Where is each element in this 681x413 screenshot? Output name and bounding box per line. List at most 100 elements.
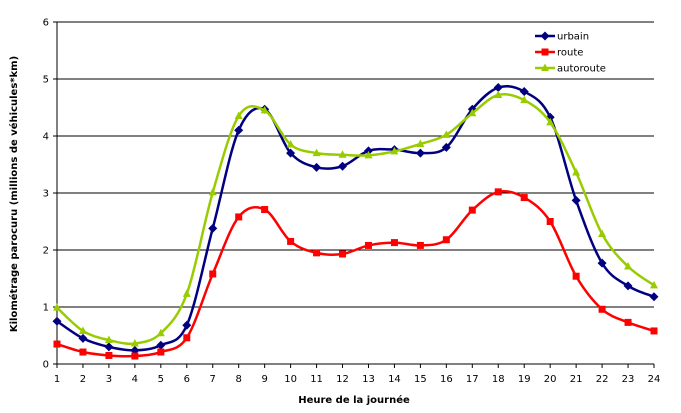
data-point-urbain [597,258,607,268]
x-tick-label: 8 [236,374,242,385]
data-point-route [650,327,658,335]
data-point-autoroute [182,289,191,297]
data-point-route [572,272,580,280]
y-tick-label: 3 [43,189,49,200]
data-point-route [157,348,165,356]
x-tick-label: 18 [492,374,505,385]
data-point-route [339,250,347,258]
data-point-autoroute [546,117,555,126]
data-point-route [287,237,295,245]
y-tick-label: 6 [43,18,49,29]
data-point-route [105,351,113,359]
data-point-urbain [493,83,503,93]
data-point-autoroute [468,108,477,117]
series-route [53,188,658,360]
data-point-urbain [156,340,166,350]
axes [53,21,655,368]
x-tick-label: 20 [544,374,557,385]
x-tick-label: 23 [622,374,635,385]
x-tick-label: 5 [158,374,164,385]
x-tick-label: 13 [362,374,375,385]
legend-marker-autoroute [541,63,549,71]
data-point-urbain [104,342,114,352]
series-line-autoroute [56,92,655,345]
data-point-urbain [415,148,425,158]
data-point-autoroute [572,167,581,176]
x-axis-title: Heure de la journée [298,394,410,406]
y-tick-label: 2 [43,246,49,257]
series-autoroute [53,90,658,347]
x-tick-label: 12 [336,374,349,385]
x-tick-label: 4 [132,374,138,385]
data-point-autoroute [390,146,399,155]
x-tick-label: 22 [596,374,609,385]
data-point-autoroute [598,229,607,238]
data-point-route [598,305,606,313]
data-point-urbain [52,316,62,326]
data-point-autoroute [130,338,139,347]
data-point-urbain [78,333,88,343]
data-point-route [442,236,450,244]
data-point-urbain [571,195,581,205]
x-tick-label: 19 [518,374,531,385]
data-point-urbain [182,320,192,330]
data-point-route [416,241,424,249]
data-point-route [261,206,269,214]
data-point-route [364,241,372,249]
x-tick-label: 1 [54,374,60,385]
data-point-urbain [519,87,529,97]
data-point-route [79,348,87,356]
legend-label: urbain [557,32,589,43]
data-point-autoroute [338,150,347,158]
legend-item-route: route [535,48,583,59]
y-tick-label: 0 [43,360,49,371]
y-tick-labels: 0 1 2 3 4 5 6 [43,18,49,371]
data-point-autoroute [104,335,113,344]
data-point-urbain [312,162,322,172]
legend-item-urbain: urbain [535,31,589,43]
data-point-route [520,194,528,202]
data-point-urbain [208,223,218,233]
grid-lines [57,21,654,308]
data-point-urbain [649,292,659,302]
data-point-route [235,213,243,221]
series-line-urbain [56,84,655,352]
data-point-autoroute [286,140,295,148]
y-axis-title: Kilométrage parocuru (millions de véhicu… [8,56,20,332]
x-tick-labels: 1 2 3 4 5 6 7 8 9 10 11 12 13 14 15 16 17 18 19 20 21 22 23 24 [54,374,661,385]
x-tick-label: 16 [440,374,453,385]
data-point-route [209,270,217,278]
data-point-autoroute [234,111,243,120]
x-tick-label: 3 [106,374,112,385]
data-point-route [313,249,321,257]
x-tick-label: 6 [184,374,190,385]
data-point-autoroute [494,90,503,98]
series-line-route [56,189,655,358]
x-tick-label: 15 [414,374,427,385]
legend-label: route [557,48,583,59]
data-point-route [183,334,191,342]
data-point-route [546,218,554,225]
x-tick-label: 24 [648,374,661,385]
data-point-urbain [623,281,633,291]
legend-marker-route [541,48,549,56]
data-point-autoroute [260,105,269,114]
data-point-route [468,206,476,214]
data-point-route [53,340,61,348]
y-tick-label: 1 [43,303,49,314]
series-urbain [52,83,659,355]
x-tick-label: 7 [210,374,216,385]
data-point-autoroute [416,139,425,147]
data-point-autoroute [650,280,658,289]
x-tick-label: 17 [466,374,479,385]
x-tick-label: 11 [310,374,323,385]
y-tick-label: 5 [43,75,49,86]
x-tick-label: 21 [570,374,583,385]
legend-item-autoroute: autoroute [535,63,606,75]
data-point-route [624,318,632,326]
x-tick-label: 9 [261,374,267,385]
data-point-route [390,239,398,247]
data-point-autoroute [312,148,321,157]
data-point-urbain [286,148,296,158]
